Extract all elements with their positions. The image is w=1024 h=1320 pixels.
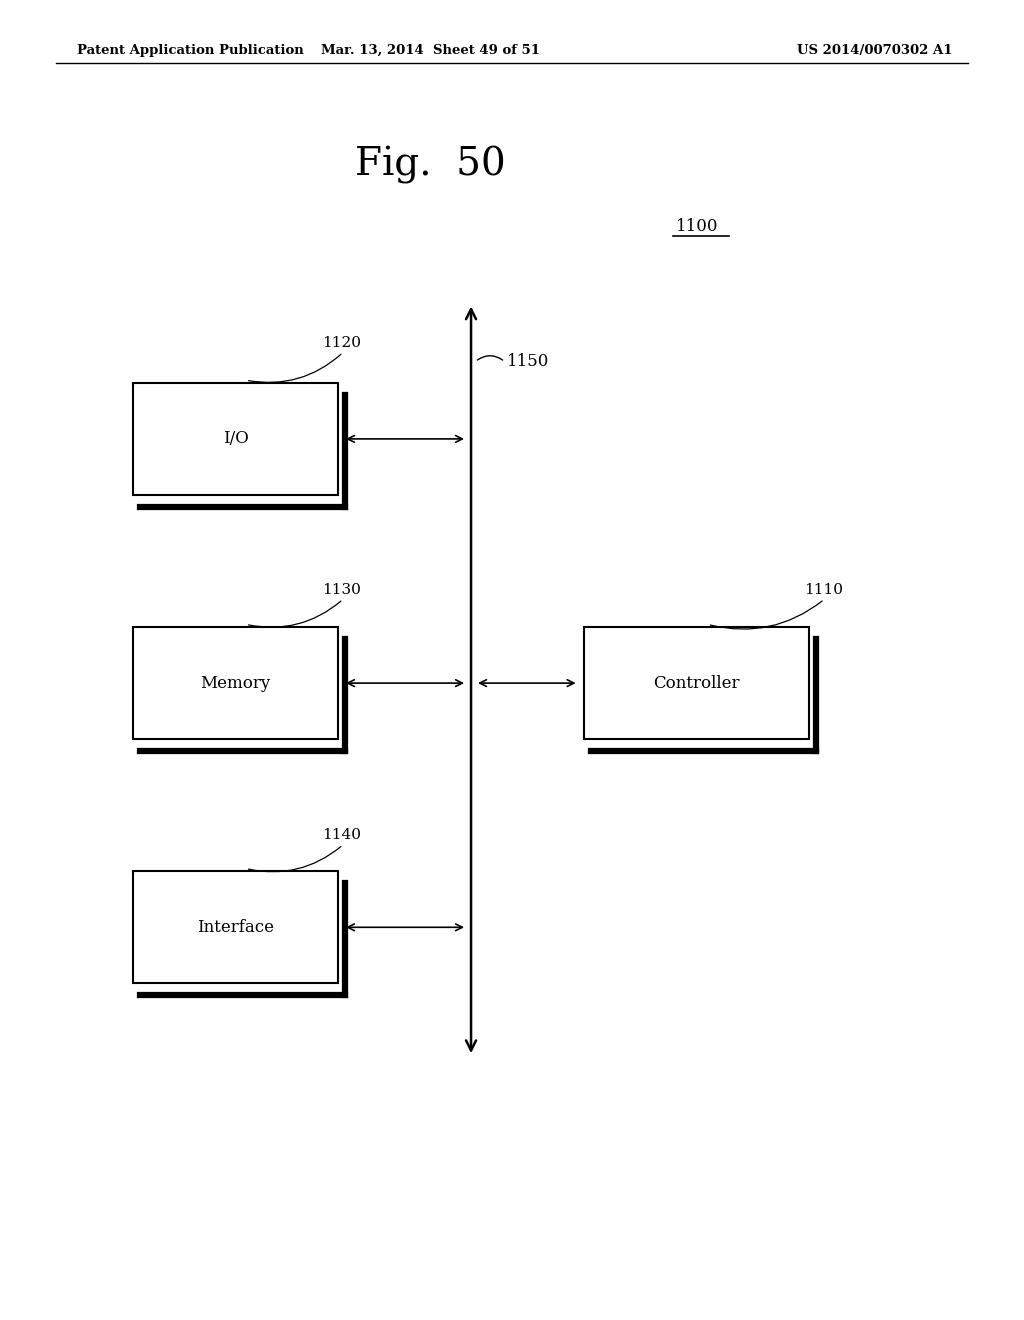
Text: US 2014/0070302 A1: US 2014/0070302 A1 — [797, 44, 952, 57]
Text: Mar. 13, 2014  Sheet 49 of 51: Mar. 13, 2014 Sheet 49 of 51 — [321, 44, 540, 57]
Text: Interface: Interface — [197, 919, 274, 936]
Text: 1110: 1110 — [804, 582, 843, 597]
Bar — [133, 871, 338, 983]
Text: Controller: Controller — [653, 675, 739, 692]
Text: I/O: I/O — [222, 430, 249, 447]
Text: Patent Application Publication: Patent Application Publication — [77, 44, 303, 57]
Text: Memory: Memory — [201, 675, 270, 692]
Text: 1100: 1100 — [676, 218, 719, 235]
Bar — [133, 627, 338, 739]
Text: 1150: 1150 — [507, 354, 549, 370]
Text: 1140: 1140 — [323, 828, 361, 842]
Text: Fig.  50: Fig. 50 — [354, 147, 506, 183]
Text: 1120: 1120 — [323, 335, 361, 350]
Bar — [584, 627, 809, 739]
Text: 1130: 1130 — [323, 582, 361, 597]
Bar — [133, 383, 338, 495]
